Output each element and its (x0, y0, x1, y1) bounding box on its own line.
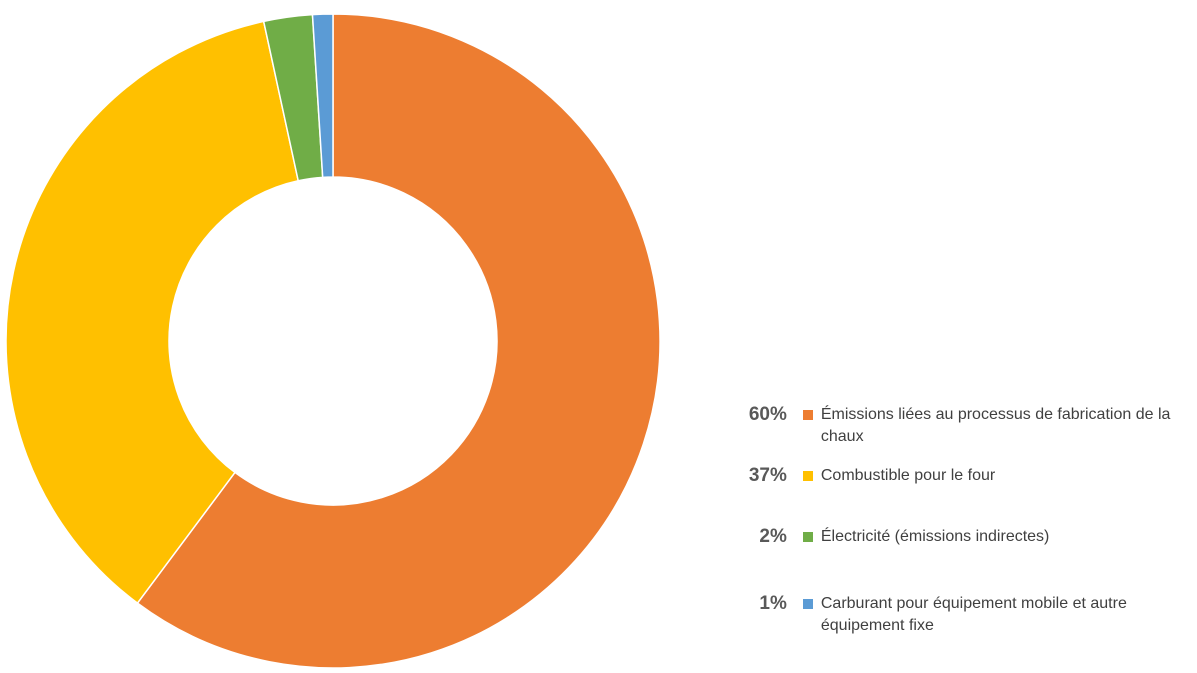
donut-chart (5, 13, 661, 669)
legend-swatch (802, 410, 813, 420)
legend-item: 1% Carburant pour équipement mobile et a… (735, 593, 1195, 637)
legend-item: 37% Combustible pour le four (735, 465, 1195, 487)
legend-percent: 37% (748, 465, 787, 486)
legend-item: 2% Électricité (émissions indirectes) (735, 526, 1195, 548)
donut-slice (311, 13, 334, 179)
legend-label: Carburant pour équipement mobile et autr… (820, 595, 1127, 634)
legend-label: Électricité (émissions indirectes) (820, 528, 1050, 545)
donut-slice (136, 13, 661, 669)
legend-percent: 1% (759, 593, 787, 614)
legend-percent: 60% (748, 404, 787, 425)
donut-slice (5, 20, 300, 605)
legend-percent: 2% (759, 526, 787, 547)
legend-swatch (802, 599, 813, 609)
legend-swatch (802, 532, 813, 542)
legend-label: Combustible pour le four (820, 467, 996, 484)
legend-item: 60% Émissions liées au processus de fabr… (735, 404, 1195, 448)
legend-label: Émissions liées au processus de fabricat… (820, 406, 1171, 445)
legend-swatch (802, 471, 813, 481)
